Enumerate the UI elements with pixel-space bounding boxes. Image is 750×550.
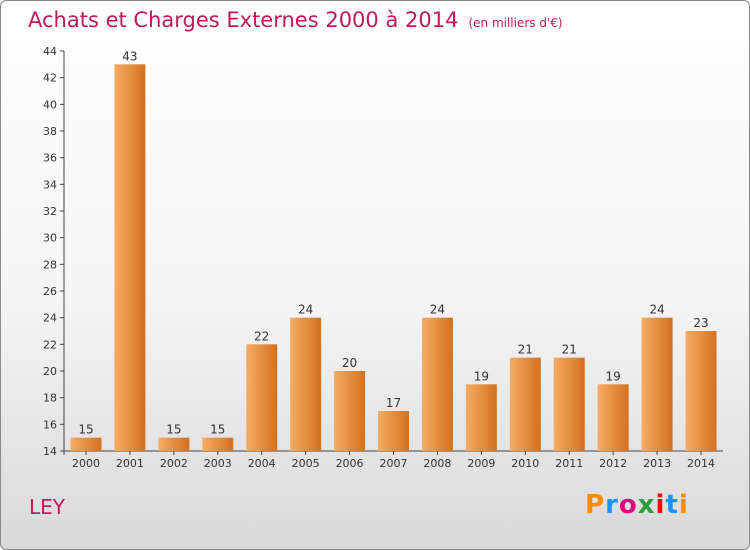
bar (70, 437, 102, 451)
y-tick-label: 42 (43, 72, 57, 85)
bar (202, 437, 234, 451)
bar (553, 357, 585, 451)
bar (685, 331, 717, 451)
x-tick-label: 2010 (511, 457, 539, 470)
chart-subtitle: (en milliers d'€) (468, 16, 563, 30)
bar (378, 411, 409, 451)
bar-value-label: 17 (386, 396, 401, 410)
y-tick-label: 26 (43, 285, 57, 298)
logo-letter: r (605, 490, 619, 520)
y-tick-label: 30 (43, 232, 57, 245)
y-tick-label: 14 (43, 445, 57, 458)
bar-value-label: 23 (693, 316, 708, 330)
logo-letter: t (665, 490, 679, 520)
logo-letter: i (655, 490, 666, 520)
logo-letter: P (585, 490, 606, 520)
bar (158, 437, 190, 451)
x-tick-label: 2014 (687, 457, 715, 470)
bar (465, 384, 497, 451)
x-tick-label: 2012 (599, 457, 627, 470)
bar (114, 64, 146, 452)
bar-value-label: 24 (298, 303, 313, 317)
logo-letter: x (637, 490, 656, 520)
y-tick-label: 24 (43, 312, 57, 325)
x-tick-label: 2002 (160, 457, 188, 470)
bar (421, 317, 453, 451)
bar-value-label: 43 (122, 49, 137, 63)
y-tick-label: 44 (43, 45, 57, 58)
y-tick-label: 34 (43, 178, 57, 191)
bar (290, 317, 322, 451)
bar (597, 384, 629, 451)
bar-value-label: 15 (166, 423, 181, 437)
y-tick-label: 38 (43, 125, 57, 138)
logo-letter: o (618, 490, 638, 520)
y-tick-label: 36 (43, 152, 57, 165)
x-tick-label: 2011 (555, 457, 583, 470)
x-tick-label: 2005 (292, 457, 320, 470)
proxiti-logo[interactable]: Proxiti (585, 490, 689, 520)
bar-value-label: 19 (606, 369, 621, 383)
logo-letter: i (678, 490, 689, 520)
x-tick-label: 2013 (643, 457, 671, 470)
y-tick-label: 16 (43, 418, 57, 431)
chart-title-main: Achats et Charges Externes 2000 à 2014 (28, 8, 459, 32)
x-tick-label: 2006 (336, 457, 364, 470)
x-tick-label: 2009 (467, 457, 495, 470)
bar-value-label: 20 (342, 356, 357, 370)
bar-value-label: 19 (474, 369, 489, 383)
bar-value-label: 21 (562, 343, 577, 357)
y-tick-label: 32 (43, 205, 57, 218)
x-tick-label: 2003 (204, 457, 232, 470)
x-tick-label: 2007 (380, 457, 408, 470)
y-tick-label: 18 (43, 392, 57, 405)
chart-title: Achats et Charges Externes 2000 à 2014 (e… (28, 8, 563, 32)
bar-value-label: 24 (430, 303, 445, 317)
x-tick-label: 2001 (116, 457, 144, 470)
bar-value-label: 15 (210, 423, 225, 437)
y-tick-label: 40 (43, 98, 57, 111)
bar-value-label: 21 (518, 343, 533, 357)
bar-value-label: 15 (78, 423, 93, 437)
bar (246, 344, 278, 451)
y-tick-label: 28 (43, 258, 57, 271)
bar (641, 317, 673, 451)
bar (509, 357, 541, 451)
x-tick-label: 2000 (72, 457, 100, 470)
bar (334, 371, 366, 451)
bar-value-label: 24 (649, 303, 664, 317)
y-tick-label: 22 (43, 338, 57, 351)
place-name: LEY (29, 495, 65, 519)
y-tick-label: 20 (43, 365, 57, 378)
x-tick-label: 2008 (423, 457, 451, 470)
x-tick-label: 2004 (248, 457, 276, 470)
bar-value-label: 22 (254, 329, 269, 343)
